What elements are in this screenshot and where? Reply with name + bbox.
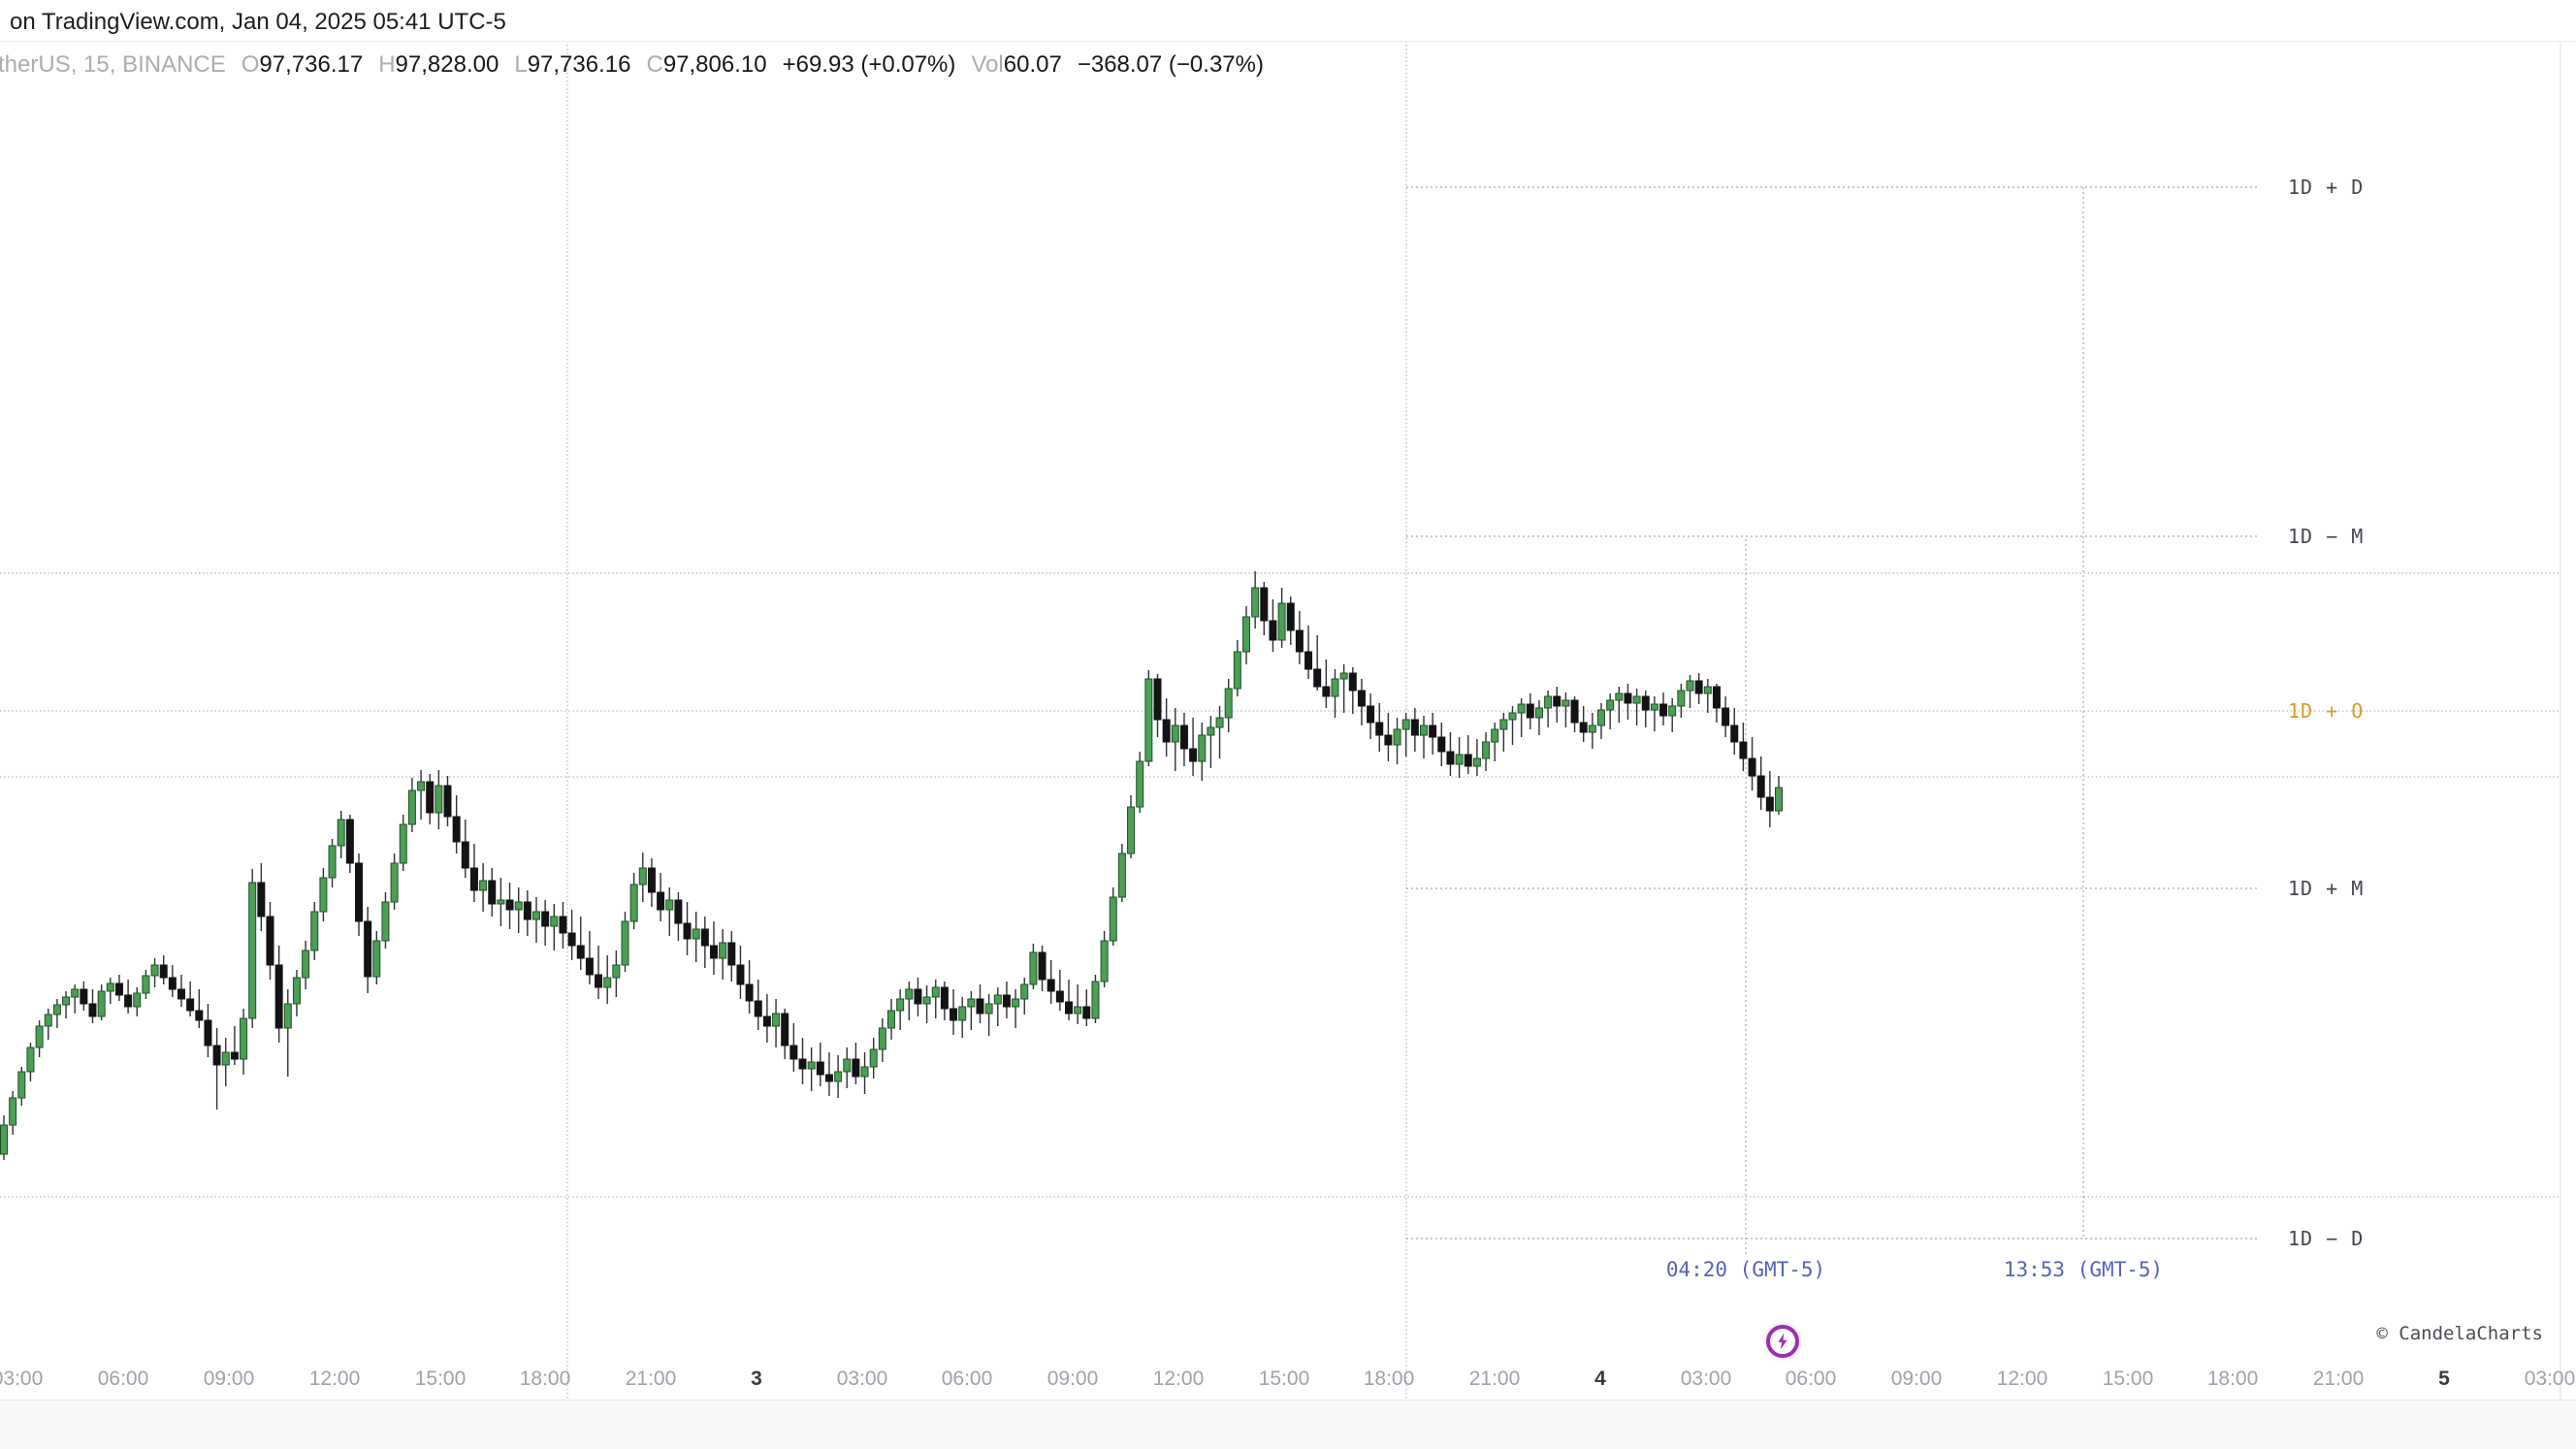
time-axis-label: 03:00 — [0, 1368, 44, 1390]
time-axis-label: 18:00 — [1363, 1368, 1415, 1390]
time-axis-label: 18:00 — [519, 1368, 571, 1390]
high-value: 97,828.00 — [395, 51, 499, 78]
level-label-1d-plus-d: 1D + D — [2288, 176, 2365, 199]
symbol-legend-bar[interactable]: therUS, 15, BINANCE O 97,736.17 H 97,828.0… — [0, 51, 1279, 79]
time-axis-day-label: 4 — [1594, 1368, 1606, 1390]
time-axis-label: 21:00 — [1468, 1368, 1521, 1390]
level-label-1d-plus-m: 1D + M — [2288, 877, 2365, 900]
page-title: on TradingView.com, Jan 04, 2025 05:41 U… — [10, 9, 506, 35]
time-axis-label: 12:00 — [308, 1368, 361, 1390]
volume-change-value: −368.07 (−0.37%) — [1077, 51, 1264, 78]
time-axis-label: 18:00 — [2206, 1368, 2259, 1390]
footer-strip — [0, 1401, 2576, 1449]
close-label: C — [646, 51, 663, 78]
time-axis-day-label: 5 — [2438, 1368, 2450, 1390]
high-label: H — [378, 51, 396, 78]
time-axis-label: 03:00 — [2524, 1368, 2576, 1390]
level-label-1d-plus-o: 1D + O — [2288, 699, 2365, 723]
time-axis-label: 21:00 — [2312, 1368, 2365, 1390]
axis-separator — [0, 1400, 2576, 1401]
timestamp-label-0420: 04:20 (GMT-5) — [1665, 1258, 1826, 1281]
volume-label: Vol — [971, 51, 1004, 78]
level-label-1d-minus-m: 1D − M — [2288, 525, 2365, 548]
close-value: 97,806.10 — [662, 51, 767, 78]
time-axis-label: 06:00 — [1785, 1368, 1837, 1390]
time-axis-label: 21:00 — [625, 1368, 677, 1390]
time-axis-label: 06:00 — [97, 1368, 149, 1390]
lightning-icon[interactable] — [1766, 1325, 1799, 1358]
volume-value: 60.07 — [1003, 51, 1062, 78]
time-axis-label: 03:00 — [836, 1368, 888, 1390]
time-axis-label: 12:00 — [1996, 1368, 2048, 1390]
time-axis-label: 09:00 — [203, 1368, 255, 1390]
time-axis-day-label: 3 — [751, 1368, 762, 1390]
title-separator — [0, 41, 2576, 42]
time-axis-label: 03:00 — [1680, 1368, 1732, 1390]
open-value: 97,736.17 — [259, 51, 364, 78]
symbol-name: therUS, 15, BINANCE — [0, 51, 226, 78]
level-label-1d-minus-d: 1D − D — [2288, 1227, 2365, 1250]
time-axis-label: 09:00 — [1046, 1368, 1099, 1390]
timestamp-label-1353: 13:53 (GMT-5) — [2003, 1258, 2164, 1281]
change-value: +69.93 (+0.07%) — [782, 51, 956, 78]
candelacharts-watermark: © CandelaCharts — [2376, 1323, 2543, 1344]
time-axis[interactable]: 03:00 06:00 09:00 12:00 15:00 18:00 21:00 3 03:0… — [0, 1368, 2576, 1400]
open-label: O — [241, 51, 260, 78]
time-axis-label: 15:00 — [1258, 1368, 1310, 1390]
low-value: 97,736.16 — [527, 51, 631, 78]
time-axis-label: 09:00 — [1890, 1368, 1943, 1390]
lightning-bolt-glyph — [1778, 1333, 1787, 1350]
time-axis-label: 15:00 — [2102, 1368, 2154, 1390]
time-axis-label: 15:00 — [414, 1368, 467, 1390]
time-axis-label: 06:00 — [941, 1368, 993, 1390]
time-axis-label: 12:00 — [1152, 1368, 1205, 1390]
low-label: L — [514, 51, 528, 78]
